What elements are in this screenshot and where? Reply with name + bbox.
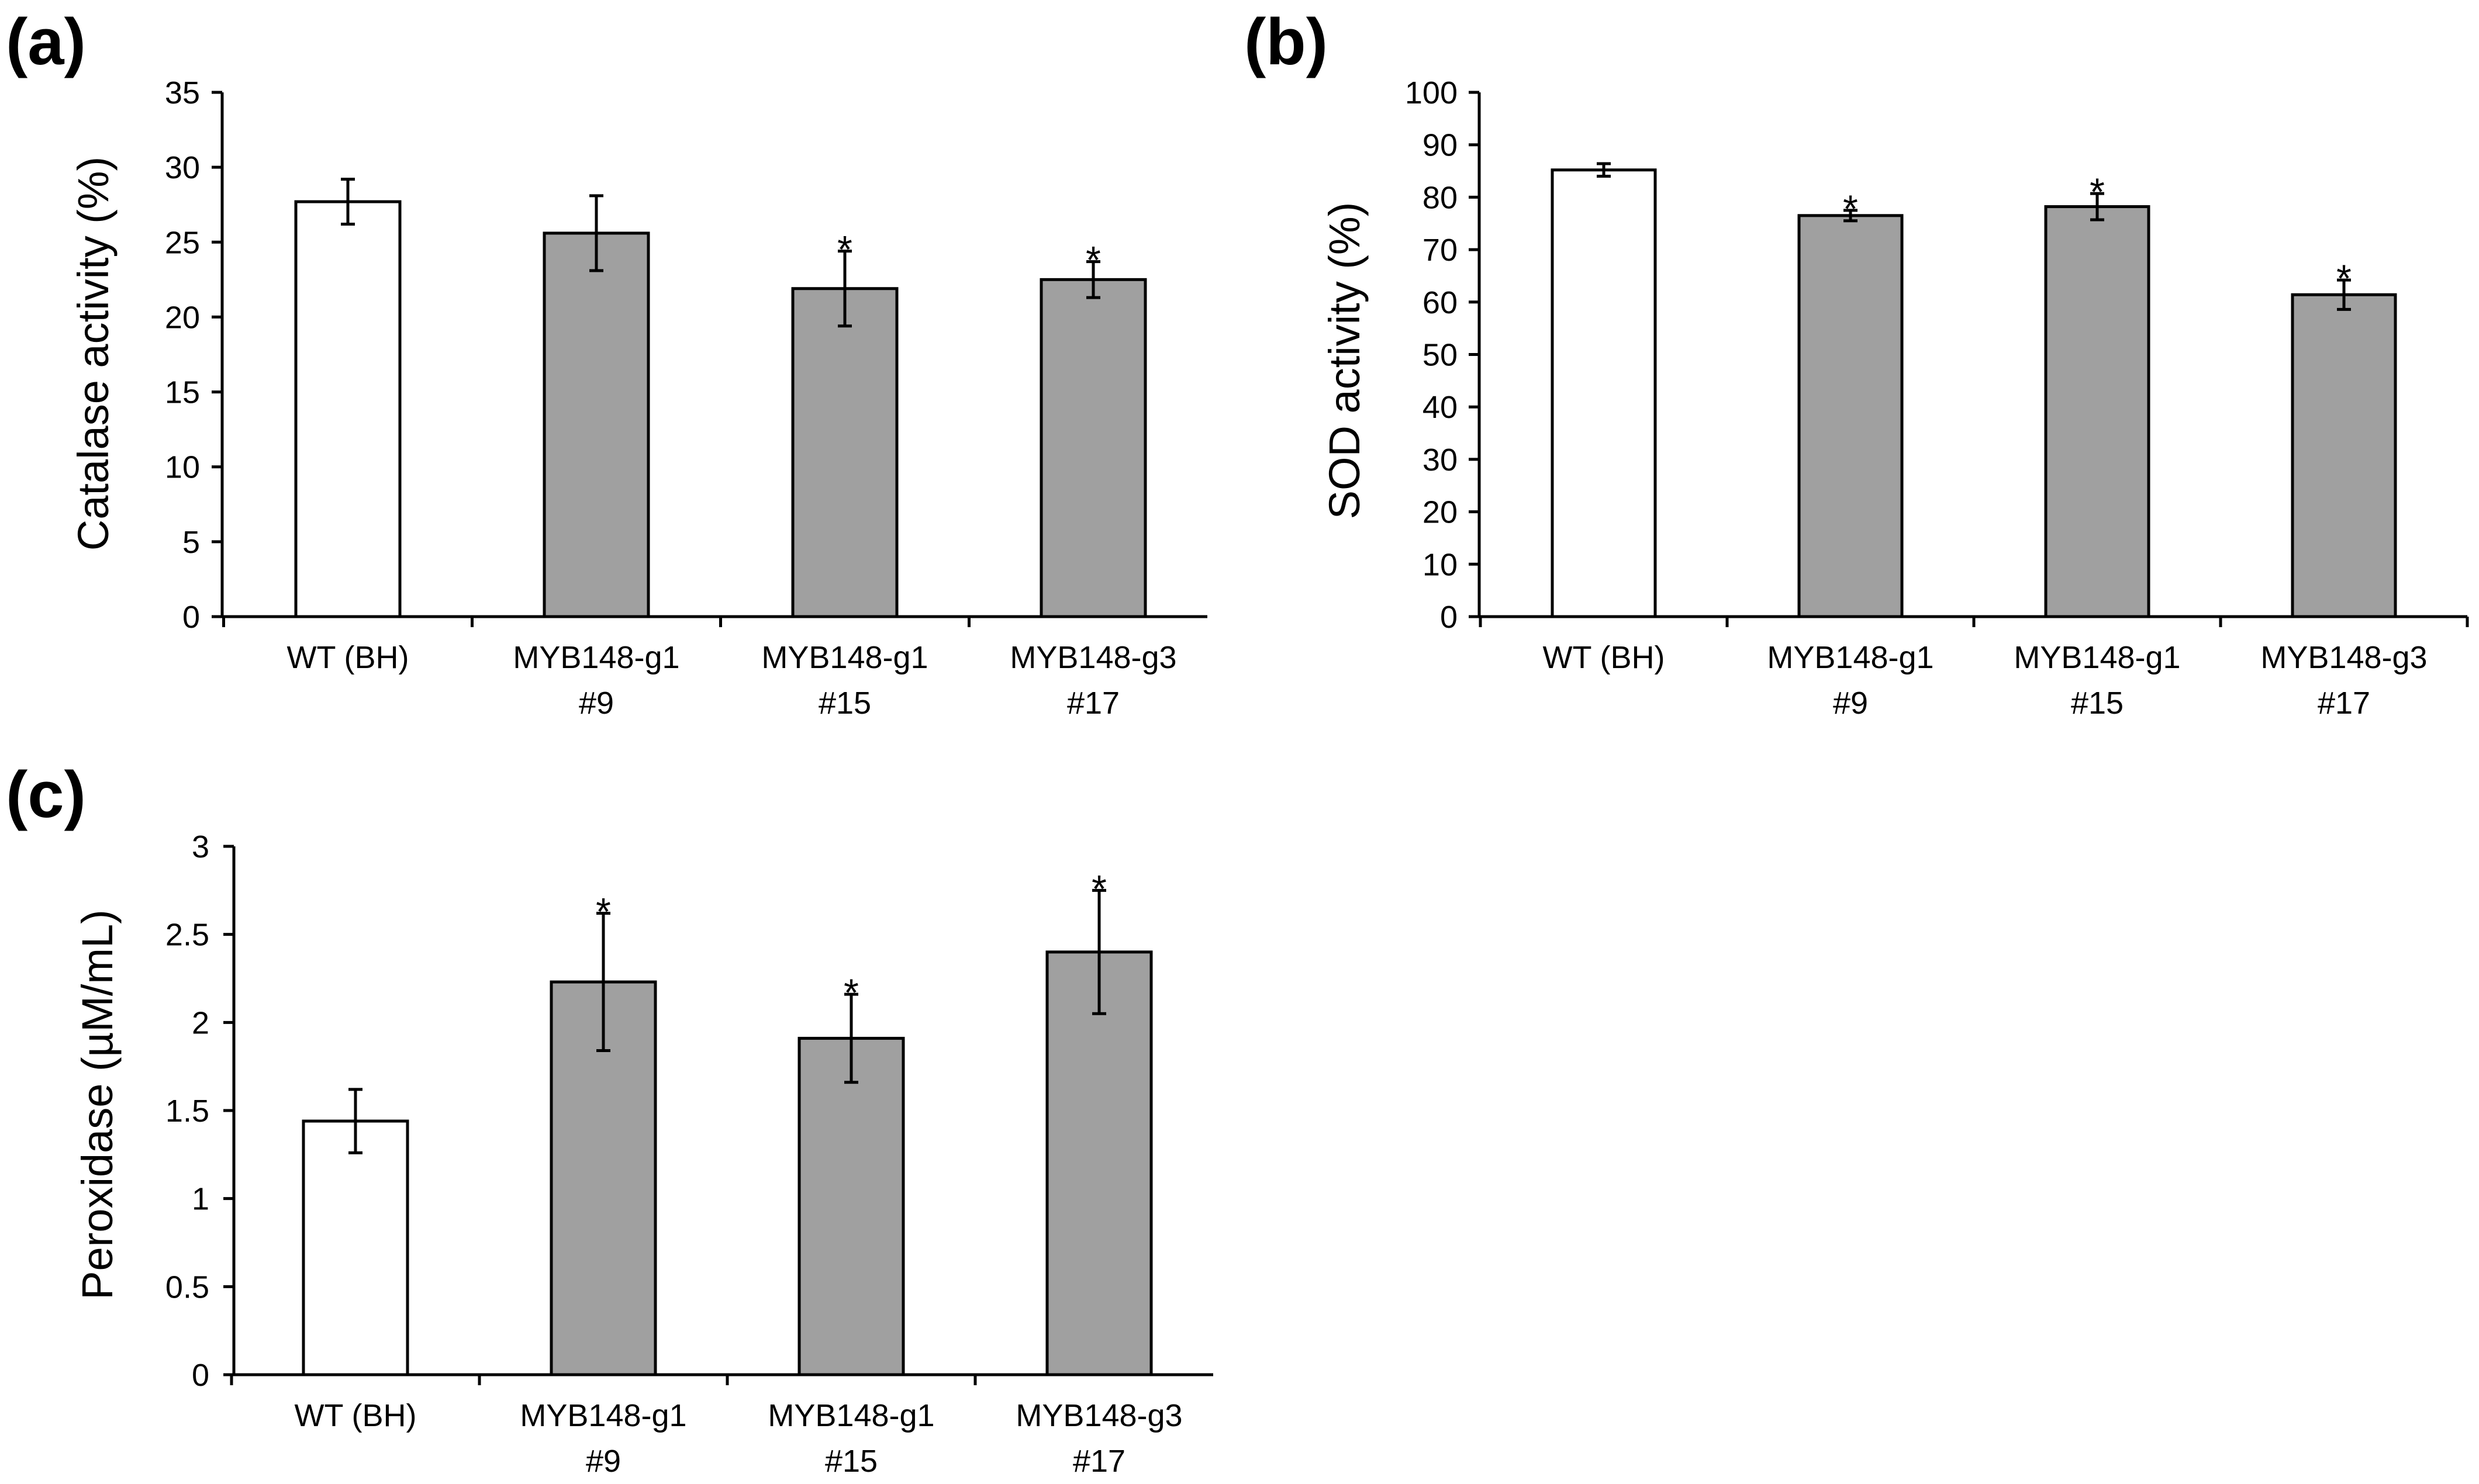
panel-b-y-tick-label: 30 [1423,442,1458,478]
panel-a-significance-marker-4: * [1086,238,1101,282]
panel-a-bar-4 [1040,278,1147,618]
panel-b-significance-marker-2: * [1843,187,1858,230]
panel-c-category-label-1: WT (BH) [295,1398,417,1433]
panel-b-y-tick-label: 10 [1423,547,1458,582]
panel-b-bar-3 [2044,205,2150,618]
panel-c-category-label-4: MYB148-g3 [1016,1398,1182,1433]
panel-a-y-axis-title: Catalase activity (%) [69,157,118,551]
panel-c-category-label-2: #9 [586,1444,621,1479]
panel-c-significance-marker-3: * [844,971,859,1014]
panel-b-bar-1 [1551,168,1657,618]
panel-a-bar-2 [543,231,650,618]
panel-c-category-label-2: MYB148-g1 [520,1398,686,1433]
panel-a-category-label-2: #9 [579,686,614,721]
panel-b-significance-marker-4: * [2336,257,2352,300]
panel-b-y-tick-label: 0 [1440,600,1458,635]
panel-a-category-label-2: MYB148-g1 [513,640,679,675]
panel-a-y-tick-label: 30 [165,150,200,185]
panel-a-category-label-4: #17 [1067,686,1120,721]
panel-a-category-label-3: #15 [819,686,871,721]
panel-b-category-label-4: #17 [2318,686,2370,721]
panel-b-category-label-4: MYB148-g3 [2260,640,2427,675]
panel-c-label: (c) [6,758,86,831]
panel-a-bar-1 [294,200,402,618]
panel-a-y-tick-label: 35 [165,75,200,110]
panel-a-category-label-4: MYB148-g3 [1010,640,1176,675]
panel-b-y-tick-label: 40 [1423,390,1458,425]
panel-b-y-axis-title: SOD activity (%) [1320,202,1369,520]
panel-c-category-label-3: MYB148-g1 [768,1398,934,1433]
panel-b-bar-4 [2291,293,2397,618]
panel-c: (c) Peroxidase (µM/mL) 0 0.5 1 1.5 2 2.5 3 WT (… [6,758,1213,1479]
panel-a-y-tick-label: 10 [165,450,200,485]
panel-c-significance-marker-2: * [596,890,611,933]
panel-c-category-label-4: #17 [1073,1444,1125,1479]
panel-c-bar-4 [1045,950,1153,1376]
panel-c-y-tick-label: 0 [192,1358,209,1393]
panel-b-y-tick-label: 80 [1423,180,1458,215]
panel-a-bar-3 [791,287,899,618]
panel-b-category-label-3: #15 [2071,686,2124,721]
panel-b-category-label-3: MYB148-g1 [2014,640,2180,675]
panel-b-category-label-1: WT (BH) [1543,640,1665,675]
panel-b-y-tick-label: 20 [1423,495,1458,530]
panel-c-category-label-3: #15 [825,1444,878,1479]
panel-a: (a) Catalase activity (%) 0 5 10 15 20 25 30 35… [6,5,1207,721]
panel-c-y-tick-label: 1.5 [165,1094,209,1129]
panel-b-y-tick-label: 90 [1423,128,1458,163]
panel-a-y-tick-label: 15 [165,375,200,410]
panel-a-y-tick-label: 25 [165,225,200,260]
panel-b-category-label-2: MYB148-g1 [1767,640,1934,675]
panel-c-significance-marker-4: * [1092,867,1107,910]
panel-b-y-tick-label: 60 [1423,285,1458,320]
panel-b-label: (b) [1244,5,1328,78]
panel-c-y-tick-label: 2.5 [165,918,209,953]
panel-b-y-tick-label: 70 [1423,233,1458,268]
panel-c-bar-1 [302,1119,409,1376]
panel-b-significance-marker-3: * [2090,170,2105,213]
panel-b: (b) SOD activity (%) 0 10 20 30 40 50 60 70 80 90… [1244,5,2469,721]
panel-c-bar-3 [797,1036,905,1376]
panel-b-bar-2 [1797,214,1904,618]
panel-a-y-tick-label: 20 [165,300,200,335]
panel-c-y-tick-label: 0.5 [165,1269,209,1305]
panel-a-category-label-3: MYB148-g1 [761,640,928,675]
panel-a-label: (a) [6,5,86,78]
panel-a-category-label-1: WT (BH) [287,640,409,675]
panel-c-y-axis-title: Peroxidase (µM/mL) [73,909,122,1300]
panel-a-y-tick-label: 0 [182,600,200,635]
panel-c-y-tick-label: 3 [192,829,209,864]
panel-c-y-tick-label: 2 [192,1005,209,1040]
panel-b-y-tick-label: 50 [1423,338,1458,373]
panel-c-y-tick-label: 1 [192,1182,209,1217]
panel-a-y-tick-label: 5 [182,525,200,560]
panel-b-y-tick-label: 100 [1405,75,1458,110]
panel-a-significance-marker-3: * [837,228,852,271]
panel-b-category-label-2: #9 [1833,686,1868,721]
